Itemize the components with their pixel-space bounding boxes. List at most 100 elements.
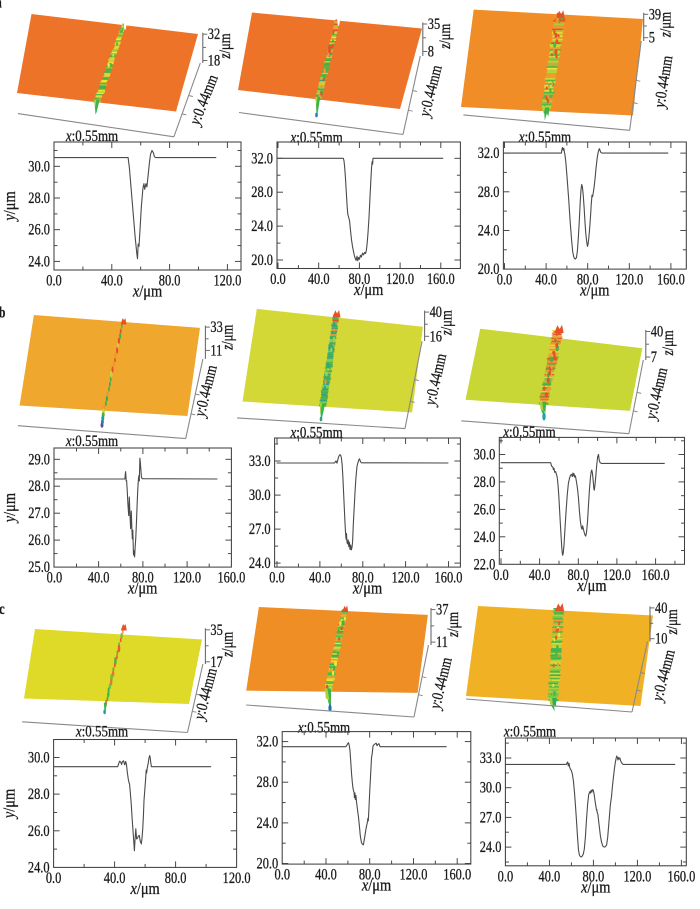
svg-text:z/μm: z/μm: [219, 325, 236, 351]
svg-text:40.0: 40.0: [88, 570, 110, 587]
svg-text:26.0: 26.0: [28, 532, 50, 549]
svg-text:x:0.55mm: x:0.55mm: [65, 433, 119, 450]
svg-text:39: 39: [649, 6, 662, 23]
svg-text:40: 40: [655, 600, 668, 617]
svg-text:x/μm: x/μm: [576, 576, 606, 595]
svg-text:28.0: 28.0: [257, 774, 279, 791]
svg-text:35: 35: [428, 16, 441, 33]
svg-text:25.0: 25.0: [28, 559, 50, 576]
svg-text:120.0: 120.0: [400, 867, 428, 884]
svg-text:0.0: 0.0: [493, 567, 509, 584]
svg-text:8: 8: [428, 44, 434, 61]
svg-text:11: 11: [210, 342, 222, 359]
svg-text:80.0: 80.0: [165, 870, 187, 887]
svg-text:80.0: 80.0: [349, 271, 371, 288]
svg-text:28.0: 28.0: [28, 478, 50, 495]
svg-text:0.0: 0.0: [46, 273, 62, 290]
svg-text:z/μm: z/μm: [217, 33, 234, 59]
svg-text:y:0.44mm: y:0.44mm: [422, 352, 450, 409]
svg-text:x/μm: x/μm: [361, 876, 391, 895]
svg-text:x:0.55mm: x:0.55mm: [503, 724, 557, 741]
svg-text:0.0: 0.0: [270, 271, 286, 288]
svg-text:120.0: 120.0: [623, 868, 651, 885]
svg-text:18: 18: [208, 53, 221, 70]
svg-text:160.0: 160.0: [667, 868, 695, 885]
svg-text:x/μm: x/μm: [352, 579, 382, 598]
svg-text:0.0: 0.0: [497, 272, 513, 289]
svg-text:40: 40: [430, 304, 443, 321]
svg-text:28.0: 28.0: [28, 786, 50, 803]
svg-text:7: 7: [651, 349, 657, 366]
svg-text:160.0: 160.0: [642, 567, 670, 584]
svg-text:z/μm: z/μm: [439, 310, 456, 336]
svg-text:17: 17: [210, 654, 223, 671]
svg-text:20.0: 20.0: [251, 252, 273, 269]
svg-text:y/μm: y/μm: [0, 191, 19, 222]
svg-text:z/μm: z/μm: [437, 24, 454, 50]
svg-text:22.0: 22.0: [474, 556, 496, 573]
svg-text:y:0.44mm: y:0.44mm: [651, 54, 676, 110]
svg-text:x/μm: x/μm: [130, 879, 160, 898]
svg-text:28.0: 28.0: [478, 184, 500, 201]
svg-text:80.0: 80.0: [359, 867, 381, 884]
svg-text:0.0: 0.0: [46, 870, 62, 887]
svg-text:33.0: 33.0: [249, 453, 271, 470]
svg-text:24.0: 24.0: [28, 859, 50, 876]
svg-text:30.0: 30.0: [28, 158, 50, 175]
svg-text:40.0: 40.0: [309, 570, 331, 587]
svg-text:24.0: 24.0: [474, 529, 496, 546]
svg-text:x:0.55mm: x:0.55mm: [502, 424, 556, 441]
svg-text:40.0: 40.0: [104, 870, 126, 887]
svg-text:0.0: 0.0: [275, 867, 291, 884]
svg-text:40.0: 40.0: [315, 867, 337, 884]
svg-text:40.0: 40.0: [535, 272, 557, 289]
svg-text:20.0: 20.0: [478, 261, 500, 278]
svg-text:x:0.55mm: x:0.55mm: [297, 720, 351, 737]
svg-text:26.0: 26.0: [474, 501, 496, 518]
svg-text:160.0: 160.0: [427, 271, 455, 288]
svg-text:24.0: 24.0: [249, 555, 271, 572]
svg-text:26.0: 26.0: [28, 823, 50, 840]
svg-text:x/μm: x/μm: [353, 280, 383, 299]
svg-text:160.0: 160.0: [443, 867, 471, 884]
svg-text:16: 16: [430, 328, 443, 345]
svg-text:5: 5: [649, 30, 655, 47]
svg-text:z/μm: z/μm: [658, 12, 675, 38]
svg-text:80.0: 80.0: [352, 570, 374, 587]
svg-text:x/μm: x/μm: [132, 282, 162, 301]
svg-text:40.0: 40.0: [539, 868, 561, 885]
svg-text:30.0: 30.0: [474, 447, 496, 464]
svg-text:24.0: 24.0: [480, 839, 502, 856]
svg-text:40.0: 40.0: [308, 271, 330, 288]
svg-text:160.0: 160.0: [657, 272, 685, 289]
svg-text:30.0: 30.0: [480, 780, 502, 797]
svg-text:120.0: 120.0: [223, 870, 251, 887]
svg-text:80.0: 80.0: [159, 273, 181, 290]
svg-text:x:0.55mm: x:0.55mm: [518, 129, 572, 146]
svg-text:20.0: 20.0: [257, 856, 279, 873]
svg-text:27.0: 27.0: [28, 505, 50, 522]
svg-text:x:0.55mm: x:0.55mm: [65, 128, 119, 145]
svg-text:32.0: 32.0: [257, 734, 279, 751]
svg-text:160.0: 160.0: [217, 570, 245, 587]
svg-text:11: 11: [436, 634, 448, 651]
svg-text:0.0: 0.0: [47, 570, 63, 587]
svg-text:10: 10: [655, 631, 668, 648]
svg-text:35: 35: [210, 622, 223, 639]
svg-text:28.0: 28.0: [251, 184, 273, 201]
svg-text:24.0: 24.0: [28, 253, 50, 270]
svg-text:120.0: 120.0: [386, 271, 414, 288]
svg-text:y:0.44mm: y:0.44mm: [186, 72, 222, 129]
svg-text:0.0: 0.0: [498, 868, 514, 885]
svg-text:c: c: [0, 601, 5, 618]
svg-text:120.0: 120.0: [603, 567, 631, 584]
svg-text:120.0: 120.0: [213, 273, 241, 290]
svg-text:33: 33: [210, 319, 223, 336]
svg-text:x:0.55mm: x:0.55mm: [290, 425, 344, 442]
svg-text:30.0: 30.0: [28, 750, 50, 767]
svg-text:z/μm: z/μm: [660, 330, 677, 356]
svg-text:y:0.44mm: y:0.44mm: [191, 666, 221, 723]
svg-text:y:0.44mm: y:0.44mm: [643, 366, 672, 423]
svg-text:x:0.55mm: x:0.55mm: [290, 130, 344, 147]
svg-text:40.0: 40.0: [101, 273, 123, 290]
